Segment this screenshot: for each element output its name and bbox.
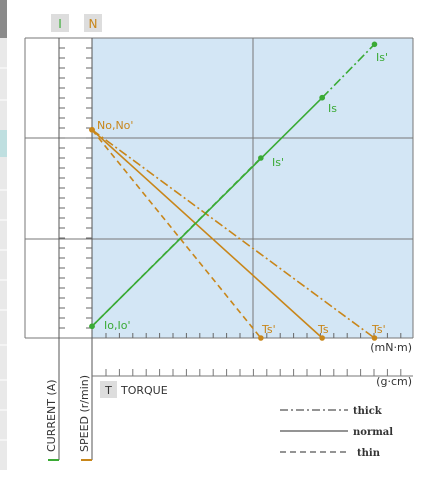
speed-series-normal-point <box>319 335 325 341</box>
legend-normal-label: normal <box>353 427 393 438</box>
left-edge-teal-block <box>0 130 7 157</box>
torque-secondary-ticks <box>105 369 402 376</box>
stall-current-normal-label: Is <box>328 102 337 115</box>
torque-primary-ticks <box>105 333 402 338</box>
grid <box>24 37 414 339</box>
speed-axis-label: SPEED (r/min) <box>78 375 91 452</box>
current-series-thick-line <box>321 43 376 99</box>
stall-current-thick-label: Is' <box>376 51 388 64</box>
left-edge-separators <box>0 67 7 441</box>
speed-tab <box>84 14 102 32</box>
left-edge-dark-block <box>0 0 7 38</box>
speed-axis-ticks <box>86 47 92 329</box>
legend: thick normal thin <box>280 406 393 459</box>
stall-torque-thin-label: Ts' <box>261 323 276 336</box>
torque-unit-primary: (mN·m) <box>370 341 412 354</box>
torque-unit-secondary: (g·cm) <box>376 375 412 388</box>
speed-series-normal-line <box>91 129 323 339</box>
legend-thin-label: thin <box>357 448 381 459</box>
torque-badge-label: T <box>104 384 112 397</box>
current-series-thick-point <box>319 94 325 101</box>
current-series-thin-point <box>258 155 264 161</box>
speed-series-thin-point <box>89 127 95 133</box>
series-layer <box>91 43 376 339</box>
stall-torque-thick-label: Ts' <box>371 323 386 336</box>
point-layer <box>89 41 378 341</box>
current-tab <box>51 14 69 32</box>
current-tab-label: I <box>58 17 62 31</box>
no-load-current-label: Io,Io' <box>104 319 130 332</box>
current-series-thin-point <box>89 323 95 330</box>
legend-thick-label: thick <box>353 406 383 417</box>
torque-badge <box>100 381 117 398</box>
current-series-thick-point <box>371 41 378 48</box>
speed-tab-label: N <box>89 17 98 31</box>
speed-series-thin-line <box>91 129 262 339</box>
torque-label: TORQUE <box>120 384 168 397</box>
current-axis-label: CURRENT (A) <box>45 379 58 452</box>
current-axis-ticks <box>59 47 65 329</box>
no-load-speed-label: No,No' <box>97 119 133 132</box>
speed-series-thin-point <box>258 335 264 341</box>
stall-current-thin-label: Is' <box>272 156 284 169</box>
left-edge-bar <box>0 0 7 470</box>
speed-series-thick-point <box>371 335 378 341</box>
speed-series-thick-line <box>91 129 375 339</box>
stall-torque-normal-label: Ts <box>317 323 329 336</box>
